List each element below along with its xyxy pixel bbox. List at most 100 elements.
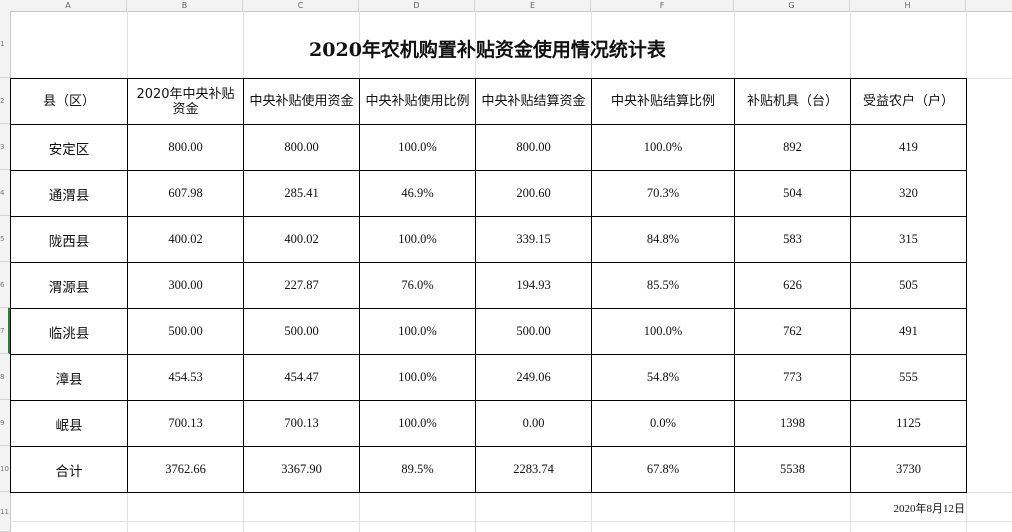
header-used-ratio[interactable]: 中央补贴使用比例: [359, 78, 476, 125]
cell-used[interactable]: 454.47: [243, 354, 360, 401]
cell-machines[interactable]: 583: [734, 216, 851, 263]
cell-settled-ratio[interactable]: 67.8%: [591, 446, 735, 493]
cell-settled[interactable]: 800.00: [475, 124, 592, 171]
cell-allocated[interactable]: 3762.66: [127, 446, 244, 493]
cell-allocated[interactable]: 454.53: [127, 354, 244, 401]
cell-households[interactable]: 491: [850, 308, 967, 355]
row-header-1[interactable]: 1: [0, 11, 10, 78]
gridline: [10, 521, 1012, 522]
cell-used[interactable]: 800.00: [243, 124, 360, 171]
cell-allocated[interactable]: 700.13: [127, 400, 244, 447]
cell-used-ratio[interactable]: 100.0%: [359, 354, 476, 401]
row-header-5[interactable]: 5: [0, 216, 10, 262]
row-header-11[interactable]: 11: [0, 492, 10, 532]
cell-county[interactable]: 漳县: [10, 354, 128, 401]
cell-settled[interactable]: 500.00: [475, 308, 592, 355]
cell-used[interactable]: 500.00: [243, 308, 360, 355]
cell-households[interactable]: 1125: [850, 400, 967, 447]
cell-used-ratio[interactable]: 100.0%: [359, 124, 476, 171]
header-allocated[interactable]: 2020年中央补贴资金: [127, 78, 244, 125]
gridline: [10, 492, 1012, 493]
column-header-f[interactable]: F: [591, 0, 734, 11]
column-header-c[interactable]: C: [243, 0, 359, 11]
subsidy-table: 县（区） 2020年中央补贴资金 中央补贴使用资金 中央补贴使用比例 中央补贴结…: [10, 78, 967, 493]
cell-settled[interactable]: 194.93: [475, 262, 592, 309]
column-header-e[interactable]: E: [475, 0, 591, 11]
cell-households[interactable]: 320: [850, 170, 967, 217]
row-header-8[interactable]: 8: [0, 354, 10, 400]
cell-used-ratio[interactable]: 76.0%: [359, 262, 476, 309]
cell-used-ratio[interactable]: 46.9%: [359, 170, 476, 217]
cell-used[interactable]: 227.87: [243, 262, 360, 309]
cell-settled-ratio[interactable]: 84.8%: [591, 216, 735, 263]
cell-households[interactable]: 555: [850, 354, 967, 401]
cell-settled[interactable]: 2283.74: [475, 446, 592, 493]
cell-allocated[interactable]: 500.00: [127, 308, 244, 355]
column-header-h[interactable]: H: [850, 0, 966, 11]
cell-settled-ratio[interactable]: 100.0%: [591, 124, 735, 171]
cell-settled[interactable]: 249.06: [475, 354, 592, 401]
cell-allocated[interactable]: 300.00: [127, 262, 244, 309]
column-header-d[interactable]: D: [359, 0, 475, 11]
row-header-9[interactable]: 9: [0, 400, 10, 446]
cell-county[interactable]: 安定区: [10, 124, 128, 171]
cell-allocated[interactable]: 400.02: [127, 216, 244, 263]
cell-used-ratio[interactable]: 100.0%: [359, 216, 476, 263]
cell-county[interactable]: 渭源县: [10, 262, 128, 309]
row-header-7[interactable]: 7: [0, 308, 10, 354]
cell-settled[interactable]: 339.15: [475, 216, 592, 263]
cell-households[interactable]: 315: [850, 216, 967, 263]
row-header-2[interactable]: 2: [0, 78, 10, 124]
cell-settled-ratio[interactable]: 85.5%: [591, 262, 735, 309]
table-row: 通渭县 607.98 285.41 46.9% 200.60 70.3% 504…: [10, 170, 967, 217]
cell-settled-ratio[interactable]: 0.0%: [591, 400, 735, 447]
cell-used-ratio[interactable]: 100.0%: [359, 308, 476, 355]
cell-settled[interactable]: 200.60: [475, 170, 592, 217]
cell-county[interactable]: 通渭县: [10, 170, 128, 217]
cell-county[interactable]: 岷县: [10, 400, 128, 447]
row-header-4[interactable]: 4: [0, 170, 10, 216]
cell-county[interactable]: 合计: [10, 446, 128, 493]
cell-machines[interactable]: 5538: [734, 446, 851, 493]
cell-used-ratio[interactable]: 89.5%: [359, 446, 476, 493]
cell-county[interactable]: 陇西县: [10, 216, 128, 263]
row-header-3[interactable]: 3: [0, 124, 10, 170]
column-header-a[interactable]: A: [10, 0, 127, 11]
cell-households[interactable]: 3730: [850, 446, 967, 493]
cell-households[interactable]: 419: [850, 124, 967, 171]
row-header-6[interactable]: 6: [0, 262, 10, 308]
row-header-10[interactable]: 10: [0, 446, 10, 492]
cell-used[interactable]: 285.41: [243, 170, 360, 217]
header-settled-ratio[interactable]: 中央补贴结算比例: [591, 78, 735, 125]
cell-settled-ratio[interactable]: 70.3%: [591, 170, 735, 217]
cell-machines[interactable]: 1398: [734, 400, 851, 447]
header-households[interactable]: 受益农户（户）: [850, 78, 967, 125]
cell-used[interactable]: 3367.90: [243, 446, 360, 493]
cell-allocated[interactable]: 800.00: [127, 124, 244, 171]
header-machines[interactable]: 补贴机具（台）: [734, 78, 851, 125]
report-date[interactable]: 2020年8月12日: [893, 503, 966, 515]
column-header-g[interactable]: G: [734, 0, 850, 11]
cell-used[interactable]: 400.02: [243, 216, 360, 263]
header-county[interactable]: 县（区）: [10, 78, 128, 125]
table-row: 渭源县 300.00 227.87 76.0% 194.93 85.5% 626…: [10, 262, 967, 309]
cell-county[interactable]: 临洮县: [10, 308, 128, 355]
cell-machines[interactable]: 762: [734, 308, 851, 355]
cell-machines[interactable]: 504: [734, 170, 851, 217]
cell-settled[interactable]: 0.00: [475, 400, 592, 447]
table-row: 临洮县 500.00 500.00 100.0% 500.00 100.0% 7…: [10, 308, 967, 355]
cell-settled-ratio[interactable]: 54.8%: [591, 354, 735, 401]
cell-allocated[interactable]: 607.98: [127, 170, 244, 217]
header-settled[interactable]: 中央补贴结算资金: [475, 78, 592, 125]
cell-machines[interactable]: 626: [734, 262, 851, 309]
cell-machines[interactable]: 892: [734, 124, 851, 171]
cell-used[interactable]: 700.13: [243, 400, 360, 447]
cell-settled-ratio[interactable]: 100.0%: [591, 308, 735, 355]
cell-used-ratio[interactable]: 100.0%: [359, 400, 476, 447]
column-header-b[interactable]: B: [127, 0, 243, 11]
cell-households[interactable]: 505: [850, 262, 967, 309]
sheet-title[interactable]: 2020年农机购置补贴资金使用情况统计表: [309, 38, 666, 61]
header-used[interactable]: 中央补贴使用资金: [243, 78, 360, 125]
cell-machines[interactable]: 773: [734, 354, 851, 401]
table-row: 漳县 454.53 454.47 100.0% 249.06 54.8% 773…: [10, 354, 967, 401]
